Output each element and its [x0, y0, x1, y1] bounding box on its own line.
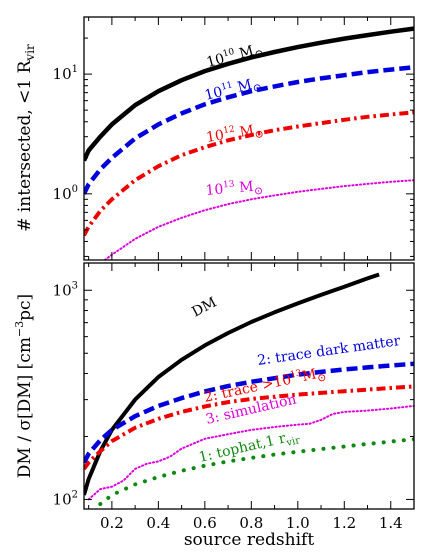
- bottom-series-line-4: [98, 437, 414, 507]
- bottom-series-line-0: [84, 272, 380, 496]
- top-series-label-1: 1011 M⊙: [203, 74, 263, 107]
- bottom-y-tick-label-1: 103: [53, 280, 78, 299]
- top-panel-frame: [83, 16, 415, 261]
- top-series-label-2: 1012 M⊙: [205, 120, 265, 149]
- top-y-tick-label-0: 100: [53, 184, 78, 203]
- x-tick-label-2: 0.6: [193, 514, 217, 532]
- bottom-series-line-3: [87, 404, 414, 501]
- bottom-y-axis-label: DM / σ[DM] [cm−3pc]: [13, 294, 35, 478]
- top-series-label-0: 1010 M⊙: [205, 40, 266, 74]
- top-series-group: [84, 26, 414, 260]
- bottom-series-label-1: 2: trace dark matter: [256, 333, 401, 369]
- x-tick-label-5: 1.2: [332, 514, 356, 532]
- top-y-ticks: 100 101: [53, 16, 415, 260]
- top-series-line-0: [84, 26, 414, 162]
- bottom-panel-frame: [83, 262, 415, 510]
- top-annotations: 1010 M⊙1011 M⊙ 1012 M⊙ 1013 M⊙: [203, 40, 266, 202]
- x-tick-label-3: 0.8: [239, 514, 263, 532]
- top-y-axis-label: # intersected, <1 Rvir: [15, 44, 37, 232]
- bottom-y-ticks: 102 103: [53, 263, 415, 510]
- top-panel: 100 101 1010 M⊙1011 M⊙ 1012 M⊙ 1013 M⊙ # in…: [15, 16, 415, 261]
- x-axis-label: source redshift: [184, 530, 314, 550]
- x-tick-label-0: 0.2: [100, 514, 124, 532]
- bottom-series-label-4: 1: tophat,1 rvir: [197, 427, 301, 469]
- bottom-series-line-2: [84, 384, 414, 471]
- top-series-line-3: [103, 179, 414, 260]
- top-series-line-2: [84, 110, 414, 237]
- bottom-y-tick-label-0: 102: [53, 489, 78, 508]
- x-tick-label-6: 1.4: [379, 514, 403, 532]
- x-tick-label-4: 1.0: [286, 514, 310, 532]
- x-tick-label-1: 0.4: [146, 514, 170, 532]
- bottom-series-label-0: DM: [189, 294, 219, 320]
- bottom-series-line-1: [84, 361, 414, 464]
- bottom-panel: 102 103 0.2 0.4 0.6 0.8 1.0 1.2 1.4 DM 2: trace …: [13, 262, 415, 550]
- top-series-line-1: [84, 65, 414, 195]
- top-y-tick-label-1: 101: [53, 64, 78, 83]
- bottom-x-ticks: 0.2 0.4 0.6 0.8 1.0 1.2 1.4: [100, 514, 403, 532]
- top-series-label-3: 1013 M⊙: [205, 177, 264, 202]
- bottom-series-group: [84, 272, 414, 507]
